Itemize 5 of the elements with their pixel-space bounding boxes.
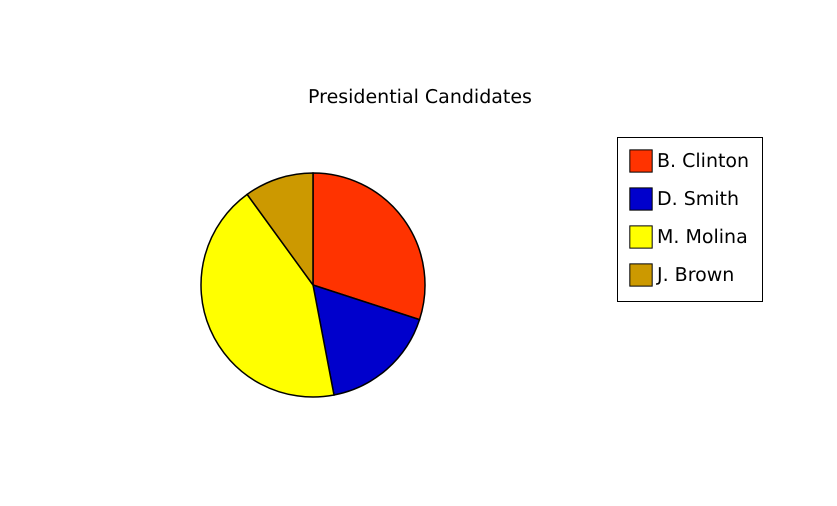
- legend-label: D. Smith: [657, 188, 740, 210]
- legend-label: M. Molina: [657, 226, 748, 248]
- chart-title: Presidential Candidates: [308, 86, 532, 108]
- legend-label: J. Brown: [656, 264, 734, 286]
- legend-label: B. Clinton: [657, 150, 750, 172]
